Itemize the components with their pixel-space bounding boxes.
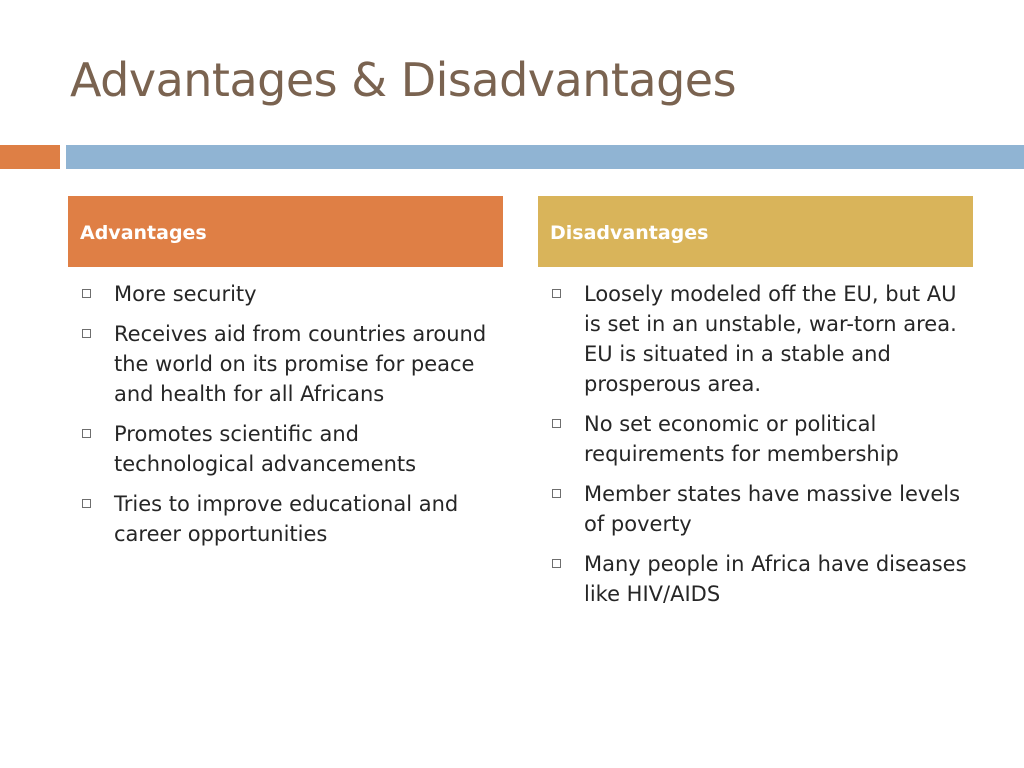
square-bullet-icon (552, 289, 561, 298)
disadvantages-item-text: Member states have massive levels of pov… (584, 482, 961, 536)
disadvantages-list-item: Member states have massive levels of pov… (538, 479, 973, 539)
square-bullet-icon (552, 489, 561, 498)
advantages-item-text: More security (114, 282, 257, 306)
square-bullet-icon (552, 419, 561, 428)
advantages-column: Advantages More security Receives aid fr… (68, 196, 503, 559)
advantages-list-item: Tries to improve educational and career … (68, 489, 503, 549)
square-bullet-icon (552, 559, 561, 568)
disadvantages-list: Loosely modeled off the EU, but AU is se… (538, 267, 973, 609)
advantages-item-text: Receives aid from countries around the w… (114, 322, 487, 406)
advantages-list-item: Promotes scientific and technological ad… (68, 419, 503, 479)
disadvantages-item-text: No set economic or political requirement… (584, 412, 899, 466)
disadvantages-header: Disadvantages (538, 196, 973, 267)
advantages-item-text: Promotes scientific and technological ad… (114, 422, 417, 476)
square-bullet-icon (82, 329, 91, 338)
disadvantages-list-item: Loosely modeled off the EU, but AU is se… (538, 279, 973, 399)
advantages-list: More security Receives aid from countrie… (68, 267, 503, 549)
square-bullet-icon (82, 499, 91, 508)
disadvantages-item-text: Many people in Africa have diseases like… (584, 552, 967, 606)
advantages-list-item: More security (68, 279, 503, 309)
advantages-header-label: Advantages (80, 221, 207, 244)
disadvantages-header-label: Disadvantages (550, 221, 709, 244)
square-bullet-icon (82, 429, 91, 438)
advantages-header: Advantages (68, 196, 503, 267)
disadvantages-item-text: Loosely modeled off the EU, but AU is se… (584, 282, 957, 396)
advantages-item-text: Tries to improve educational and career … (114, 492, 459, 546)
slide-title: Advantages & Disadvantages (70, 53, 737, 107)
disadvantages-list-item: No set economic or political requirement… (538, 409, 973, 469)
advantages-list-item: Receives aid from countries around the w… (68, 319, 503, 409)
disadvantages-list-item: Many people in Africa have diseases like… (538, 549, 973, 609)
accent-bar-blue (66, 145, 1024, 169)
square-bullet-icon (82, 289, 91, 298)
accent-bar-orange (0, 145, 60, 169)
disadvantages-column: Disadvantages Loosely modeled off the EU… (538, 196, 973, 619)
